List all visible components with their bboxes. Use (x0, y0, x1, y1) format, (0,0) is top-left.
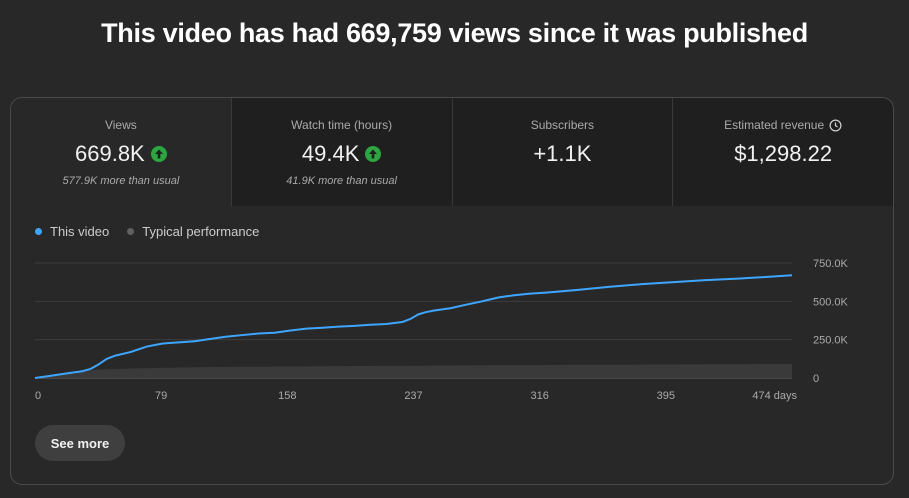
x-tick-label: 395 (657, 390, 675, 402)
x-tick-label: 79 (155, 390, 167, 402)
legend-dot-icon (35, 228, 42, 235)
metric-label: Estimated revenue (724, 118, 842, 132)
clock-icon (829, 119, 842, 131)
x-tick-label: 0 (35, 390, 41, 402)
views-value: 669.8K (75, 141, 145, 166)
x-tick-label: 237 (404, 390, 422, 402)
metric-revenue[interactable]: Estimated revenue $1,298.22 (672, 98, 893, 206)
metric-views[interactable]: Views 669.8K 577.9K more than usual (11, 98, 231, 206)
analytics-card: Views 669.8K 577.9K more than usual Watc… (10, 97, 894, 485)
page-title: This video has had 669,759 views since i… (101, 18, 808, 48)
metric-label: Views (104, 118, 137, 132)
metric-value: +1.1K (533, 141, 591, 167)
legend-label: This video (50, 224, 110, 239)
metric-label: Watch time (hours) (291, 118, 393, 132)
legend-item-this-video[interactable]: This video (35, 224, 109, 239)
watch-time-comparison: 41.9K more than usual (286, 175, 397, 187)
trend-up-icon (150, 146, 167, 162)
y-tick-label: 750.0K (813, 258, 849, 270)
metrics-row: Views 669.8K 577.9K more than usual Watc… (11, 98, 893, 206)
metric-value: $1,298.22 (734, 141, 832, 167)
chart-legend: This video Typical performance (35, 224, 259, 239)
views-chart[interactable]: 0 250.0K 500.0K 750.0K 0 79 158 237 316 395 474 da… (11, 248, 893, 408)
y-tick-label: 500.0K (813, 296, 849, 308)
views-comparison: 577.9K more than usual (62, 175, 180, 187)
x-tick-label: 474 days (752, 390, 797, 402)
legend-dot-icon (127, 228, 135, 235)
metric-value: 669.8K (75, 141, 167, 167)
metric-value: 49.4K (302, 141, 382, 167)
y-tick-label: 0 (813, 373, 819, 385)
legend-label: Typical performance (142, 224, 260, 239)
watch-time-value: 49.4K (301, 141, 360, 166)
series-line-this-video (34, 274, 793, 379)
x-tick-label: 316 (530, 390, 548, 402)
trend-up-icon (365, 146, 382, 162)
metric-subscribers[interactable]: Subscribers +1.1K (451, 98, 673, 206)
metric-watch-time[interactable]: Watch time (hours) 49.4K 41.9K more than… (230, 98, 452, 206)
metric-label: Subscribers (530, 118, 595, 132)
series-area-typical-performance (35, 363, 792, 378)
subscribers-value: +1.1K (533, 141, 592, 166)
legend-item-typical[interactable]: Typical performance (127, 224, 259, 239)
revenue-value: $1,298.22 (734, 141, 833, 166)
revenue-label: Estimated revenue (724, 118, 825, 132)
y-tick-label: 250.0K (813, 335, 849, 347)
see-more-button[interactable]: See more (35, 425, 125, 461)
x-tick-label: 158 (278, 390, 296, 402)
